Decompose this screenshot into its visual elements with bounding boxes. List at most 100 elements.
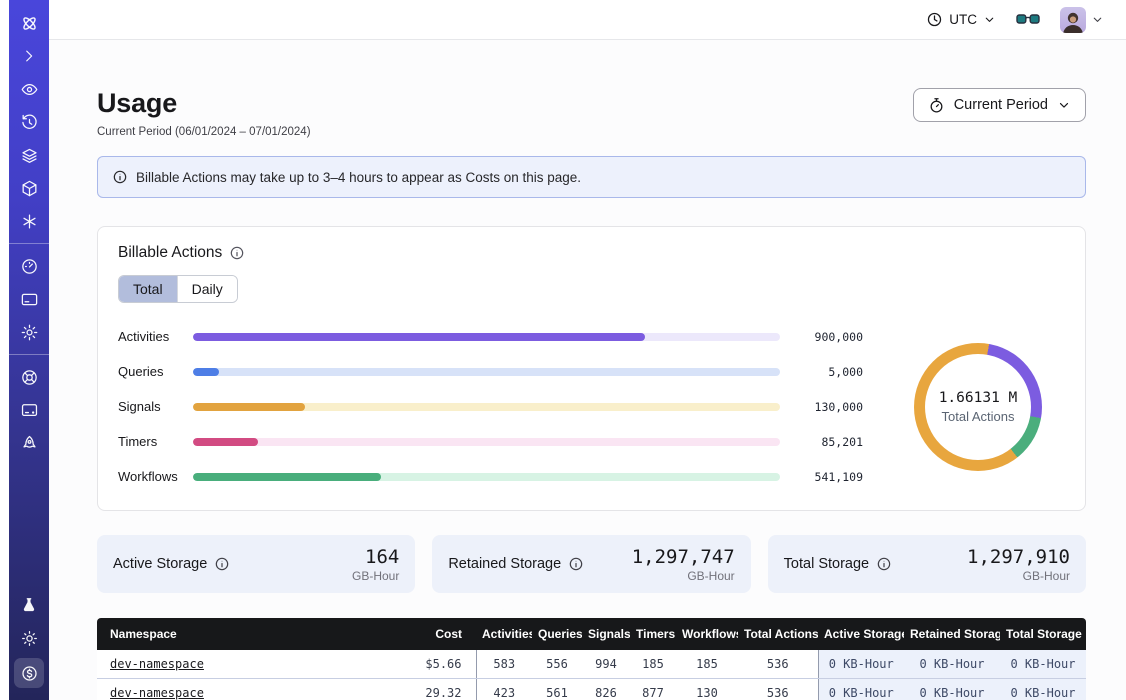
table-row: dev-namespace 29.32 423 561 826 877 130 536 0 KB…	[97, 678, 1086, 700]
info-icon[interactable]	[229, 245, 245, 261]
bar-fill	[193, 472, 381, 481]
gauge-icon[interactable]	[14, 253, 44, 279]
chevron-down-icon	[985, 17, 994, 22]
billable-chart: Activities 900,000 Queries 5,000 Signals 130,…	[118, 329, 1065, 484]
dollar-coin-icon[interactable]	[14, 658, 44, 688]
namespace-cell: dev-namespace	[97, 650, 380, 679]
storage-card-unit: GB-Hour	[1022, 568, 1070, 583]
tab-daily[interactable]: Daily	[176, 276, 237, 302]
stopwatch-icon	[930, 97, 943, 113]
chevron-right-icon[interactable]	[14, 43, 44, 69]
lifebuoy-icon[interactable]	[14, 364, 44, 390]
timers-cell: 877	[630, 678, 676, 700]
column-header: Namespace	[97, 618, 380, 650]
bar-label: Queries	[118, 364, 164, 379]
bar-row: Queries 5,000	[118, 364, 863, 379]
cube-icon[interactable]	[14, 175, 44, 201]
total-storage-card: Total Storage 1,297,910 GB-Hour	[767, 535, 1086, 593]
bar-track	[193, 402, 780, 411]
total-actions-cell: 536	[738, 678, 818, 700]
tab-total[interactable]: Total	[119, 276, 177, 302]
bar-track	[193, 437, 780, 446]
total-actions-value: 1.66131 M	[938, 389, 1018, 406]
column-header: Activities	[476, 618, 532, 650]
namespaces-icon[interactable]	[14, 76, 44, 102]
flask-icon[interactable]	[14, 592, 44, 618]
settings-icon[interactable]	[14, 319, 44, 345]
donut-ring: 1.66131 M Total Actions	[914, 342, 1042, 471]
total-storage-cell: 0 KB-Hour	[1000, 650, 1086, 679]
column-header: Retained Storage	[904, 618, 1000, 650]
billable-actions-card: Billable Actions Total Daily Activities 90…	[97, 226, 1086, 511]
namespace-link[interactable]: dev-namespace	[110, 686, 204, 700]
retained-storage-cell: 0 KB-Hour	[904, 650, 1000, 679]
temporal-logo-icon[interactable]	[14, 10, 44, 36]
storage-card-label: Retained Storage	[448, 556, 562, 572]
column-header: Timers	[630, 618, 676, 650]
storage-cards: Active Storage 164 GB-Hour Retained Storage…	[97, 535, 1086, 593]
cost-cell: $5.66	[380, 650, 476, 679]
info-icon	[112, 169, 128, 185]
bar-row: Signals 130,000	[118, 399, 863, 414]
queries-cell: 556	[532, 650, 582, 679]
rocket-icon[interactable]	[14, 430, 44, 456]
user-menu[interactable]	[1060, 6, 1104, 33]
storage-card-label: Total Storage	[783, 556, 870, 572]
bar-value: 541,109	[814, 469, 863, 484]
main-content: Usage Current Period (06/01/2024 – 07/01…	[49, 40, 1126, 700]
signals-cell: 826	[582, 678, 630, 700]
bar-track	[193, 367, 780, 376]
retained-storage-card: Retained Storage 1,297,747 GB-Hour	[432, 535, 751, 593]
bar-fill	[193, 332, 645, 341]
bar-label: Activities	[118, 329, 170, 344]
namespace-cell: dev-namespace	[97, 678, 380, 700]
content-column: UTC Usage Current Period (06/01/2024 – 0…	[49, 0, 1126, 700]
billable-actions-title: Billable Actions	[118, 244, 223, 261]
layers-icon[interactable]	[14, 142, 44, 168]
namespace-link[interactable]: dev-namespace	[110, 657, 204, 671]
bar-track	[193, 332, 780, 341]
bar-row: Workflows 541,109	[118, 469, 863, 484]
topbar: UTC	[49, 0, 1126, 40]
column-header: Cost	[380, 618, 476, 650]
active-storage-cell: 0 KB-Hour	[817, 678, 904, 700]
info-icon[interactable]	[876, 556, 892, 572]
bar-label: Signals	[118, 399, 161, 414]
page-header: Usage Current Period (06/01/2024 – 07/01…	[97, 88, 1086, 138]
timezone-label: UTC	[949, 12, 977, 27]
bar-fill	[193, 402, 305, 411]
table-header: Namespace Cost Activities Queries Signals Tim…	[97, 618, 1086, 650]
cost-cell: 29.32	[380, 678, 476, 700]
bar-label: Timers	[118, 434, 158, 449]
info-icon[interactable]	[568, 556, 584, 572]
active-storage-card: Active Storage 164 GB-Hour	[97, 535, 416, 593]
period-selector-button[interactable]: Current Period	[912, 88, 1086, 122]
column-header: Total Actions	[738, 618, 818, 650]
storage-card-value: 1,297,747	[631, 545, 735, 568]
bar-track	[193, 472, 780, 481]
info-icon[interactable]	[214, 556, 230, 572]
asterisk-icon[interactable]	[14, 208, 44, 234]
glasses-icon[interactable]	[1016, 12, 1040, 27]
donut-chart: 1.66131 M Total Actions	[897, 342, 1065, 471]
workflows-cell: 130	[676, 678, 738, 700]
column-header: Queries	[532, 618, 582, 650]
info-banner: Billable Actions may take up to 3–4 hour…	[97, 156, 1086, 198]
activities-cell: 423	[475, 678, 532, 700]
timezone-selector[interactable]: UTC	[926, 11, 996, 28]
history-icon[interactable]	[14, 109, 44, 135]
namespace-usage-table: Namespace Cost Activities Queries Signals Tim…	[97, 618, 1086, 700]
sun-icon[interactable]	[14, 625, 44, 651]
activities-cell: 583	[475, 650, 532, 679]
terminal-icon[interactable]	[14, 397, 44, 423]
sidebar-divider	[9, 354, 49, 355]
column-header: Workflows	[676, 618, 738, 650]
storage-card-unit: GB-Hour	[687, 568, 735, 583]
page-title: Usage	[97, 88, 178, 118]
bar-label: Workflows	[118, 469, 178, 484]
bar-chart: Activities 900,000 Queries 5,000 Signals 130,…	[118, 329, 863, 484]
total-storage-cell: 0 KB-Hour	[1000, 678, 1086, 700]
timers-cell: 185	[630, 650, 676, 679]
chevron-down-icon	[1059, 102, 1069, 108]
credit-card-icon[interactable]	[14, 286, 44, 312]
